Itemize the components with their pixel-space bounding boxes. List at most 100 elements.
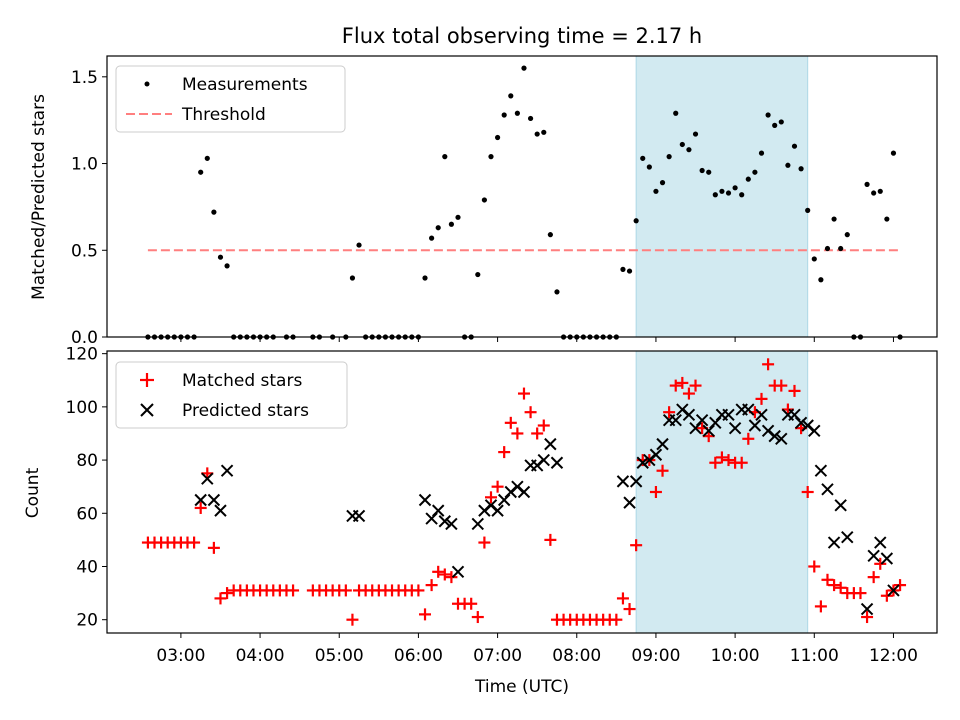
matched-point (484, 491, 497, 504)
matched-point (194, 501, 207, 514)
predicted-point (445, 517, 458, 531)
measurement-point (778, 119, 784, 125)
y-tick-label: 1.5 (71, 68, 98, 88)
matched-point (616, 592, 629, 605)
measurement-point (699, 167, 705, 174)
predicted-point (438, 515, 452, 528)
matched-point (821, 573, 834, 586)
predicted-point (682, 408, 696, 422)
measurement-point (818, 277, 824, 283)
measurement-point (198, 169, 204, 175)
matched-point (630, 539, 643, 552)
measurements-legend-marker (144, 81, 150, 87)
measurement-point (356, 242, 362, 248)
count-y-axis-label: Count (23, 467, 43, 518)
measurement-point (429, 235, 435, 241)
predicted-point (616, 475, 630, 488)
measurement-point (448, 221, 455, 227)
measurement-point (692, 131, 699, 137)
matched-point (663, 406, 676, 419)
predicted-point (742, 403, 755, 416)
predicted-point (550, 456, 564, 469)
matched-legend-marker (140, 373, 154, 387)
predicted-point (722, 408, 735, 422)
measurements-legend-label: Measurements (182, 75, 308, 95)
measurement-point (706, 169, 712, 175)
y-tick-label: 120 (66, 345, 98, 365)
predicted-point (623, 496, 636, 509)
predicted-point (636, 456, 649, 469)
matched-point (834, 581, 847, 594)
x-tick-label: 09:00 (631, 646, 680, 666)
measurement-point (890, 150, 897, 156)
measurement-point (554, 289, 560, 295)
matched-point (214, 592, 227, 605)
predicted-point (867, 549, 880, 563)
matched-point (623, 603, 636, 616)
measurement-point (640, 155, 646, 161)
ratio-panel: 0.0 0.5 1.0 1.5 (71, 55, 938, 348)
highlight-span (635, 350, 809, 634)
matched-point (649, 486, 662, 498)
measurement-point (666, 154, 672, 160)
matched-point (504, 416, 517, 429)
measurement-point (679, 141, 685, 148)
y-tick-label: 0.0 (71, 328, 98, 348)
predicted-point (814, 464, 828, 477)
threshold-legend-label: Threshold (181, 105, 266, 125)
matched-point (412, 584, 425, 597)
measurement-point (659, 180, 666, 186)
predicted-point (841, 531, 854, 544)
predicted-point (669, 413, 682, 427)
y-tick-label: 0.5 (71, 241, 98, 261)
predicted-point (748, 419, 762, 432)
matched-point (722, 454, 735, 467)
predicted-legend-marker (140, 403, 154, 417)
measurement-point (527, 115, 534, 122)
measurement-point (488, 154, 494, 160)
matched-point (742, 432, 755, 445)
measurement-point (534, 131, 540, 137)
measurement-point (211, 209, 217, 215)
measurement-point (633, 218, 639, 224)
count-legend: Matched stars Predicted stars (115, 361, 348, 429)
predicted-point (794, 416, 808, 430)
predicted-point (874, 536, 887, 549)
predicted-point (207, 493, 221, 507)
matched-point (419, 608, 432, 621)
measurement-point (481, 197, 487, 203)
measurement-point (422, 275, 428, 281)
predicted-point (860, 602, 874, 616)
measurement-point (791, 143, 798, 149)
measurement-point (501, 112, 507, 118)
x-tick-label: 10:00 (711, 646, 760, 666)
measurement-point (224, 263, 230, 269)
measurement-point (864, 181, 870, 187)
highlight-span (635, 55, 809, 338)
measurement-point (745, 176, 751, 182)
matched-point (432, 565, 445, 578)
matched-point (537, 419, 550, 432)
x-tick-label: 11:00 (790, 646, 839, 666)
x-tick-label: 12:00 (869, 646, 918, 666)
measurement-point (785, 162, 791, 168)
measurement-point (435, 225, 441, 231)
matched-point (610, 613, 623, 626)
matched-point (735, 456, 748, 469)
measurement-point (772, 122, 778, 128)
matched-point (755, 392, 768, 405)
predicted-point (201, 472, 214, 485)
matched-point (788, 384, 801, 397)
matched-point (445, 571, 458, 584)
x-tick-label: 07:00 (473, 646, 522, 666)
measurement-point (508, 93, 514, 99)
matched-point (517, 387, 530, 400)
predicted-point (834, 499, 847, 512)
matched-point (339, 584, 352, 597)
matched-point (676, 376, 689, 389)
matched-point (471, 611, 484, 624)
matched-point (801, 486, 814, 498)
matched-point (438, 568, 451, 581)
measurement-point (653, 188, 659, 194)
x-tick-label: 03:00 (156, 646, 205, 666)
